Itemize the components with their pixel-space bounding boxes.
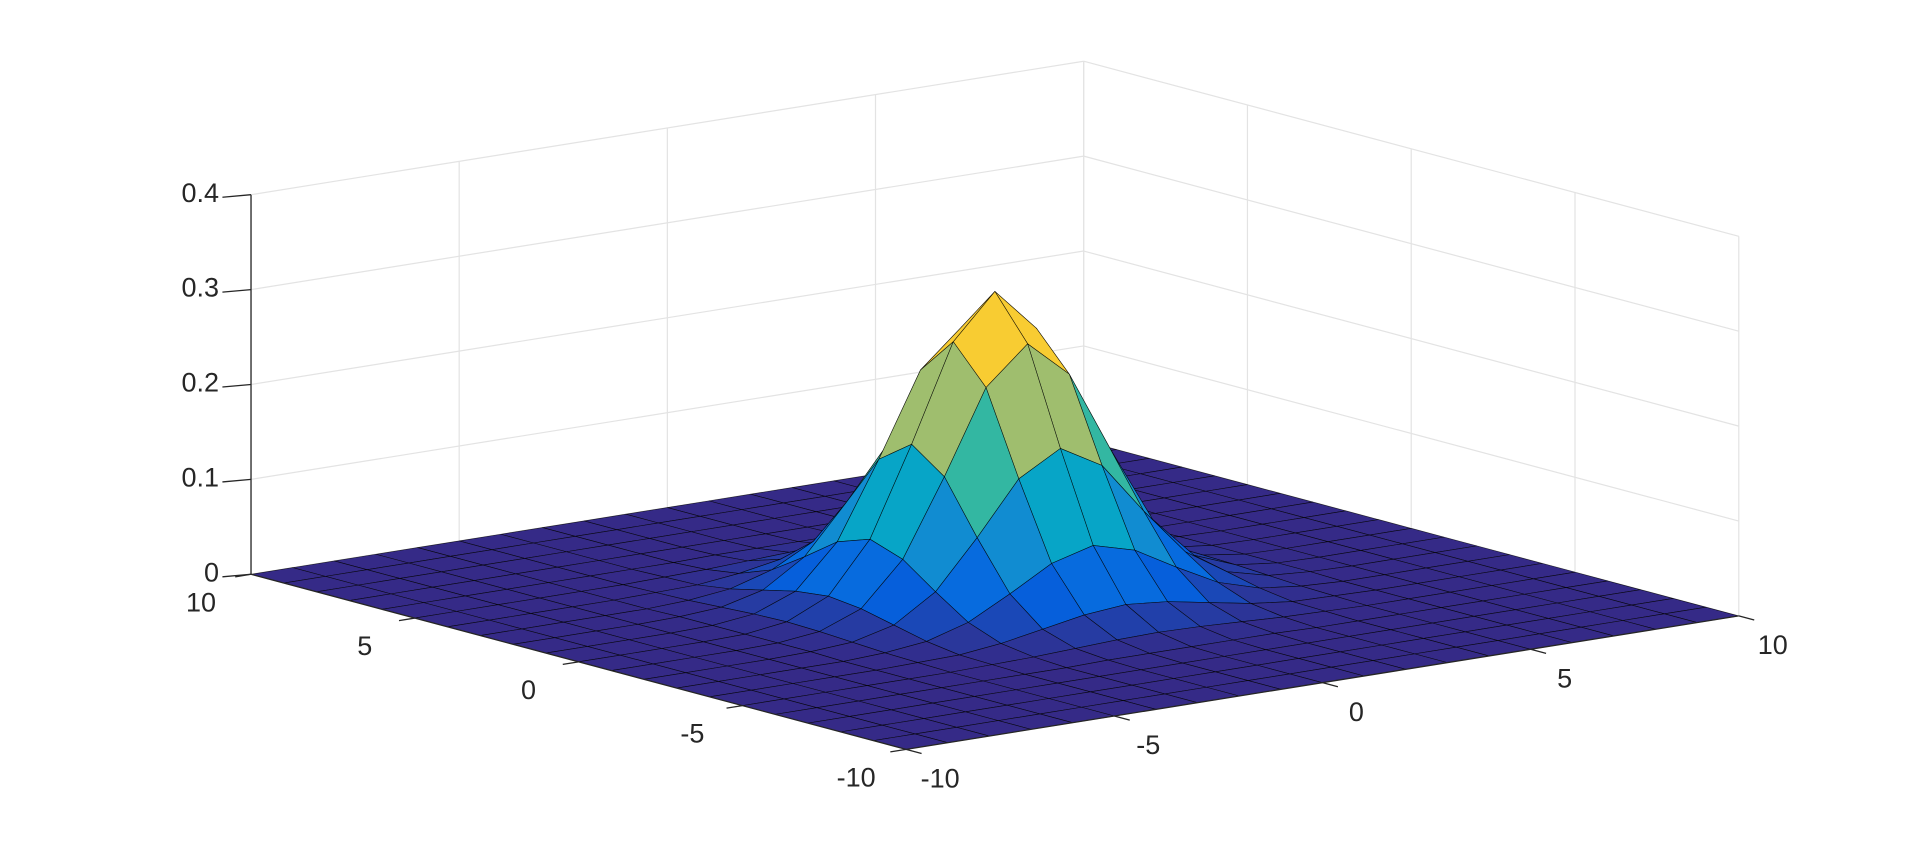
x-tick-label: -5	[1136, 730, 1160, 760]
z-tick-label: 0.1	[181, 463, 219, 493]
tick-mark	[890, 748, 907, 753]
z-tick-label: 0.4	[181, 178, 219, 208]
grid-line	[1083, 250, 1739, 427]
tick-mark	[1322, 682, 1339, 688]
tick-mark	[1738, 615, 1755, 621]
tick-mark	[222, 194, 252, 198]
tick-mark	[222, 383, 252, 388]
tick-mark	[222, 288, 252, 293]
grid-line	[250, 250, 1084, 386]
z-tick-label: 0.3	[181, 273, 219, 303]
grid-line	[250, 155, 1084, 291]
y-tick-label: 0	[521, 675, 536, 705]
y-tick-label: -5	[680, 719, 704, 749]
tick-mark	[1114, 715, 1130, 721]
tick-mark	[562, 661, 579, 666]
y-tick-label: 5	[357, 631, 372, 661]
tick-mark	[1530, 648, 1547, 655]
x-tick-label: -10	[921, 764, 960, 794]
z-tick-label: 0	[204, 557, 219, 587]
tick-mark	[222, 478, 252, 483]
y-tick-label: 10	[186, 587, 216, 617]
tick-mark	[398, 617, 415, 622]
grid-line	[1083, 60, 1739, 237]
x-tick-label: 10	[1758, 630, 1788, 660]
tick-mark	[905, 748, 922, 755]
grid-line	[250, 60, 1084, 196]
z-tick-label: 0.2	[181, 368, 219, 398]
grid-line	[1083, 155, 1739, 332]
x-tick-label: 5	[1557, 663, 1572, 693]
y-tick-label: -10	[837, 763, 876, 793]
x-tick-label: 0	[1349, 697, 1364, 727]
tick-mark	[726, 704, 743, 709]
tick-mark	[235, 573, 252, 578]
grid-line	[1083, 345, 1739, 522]
